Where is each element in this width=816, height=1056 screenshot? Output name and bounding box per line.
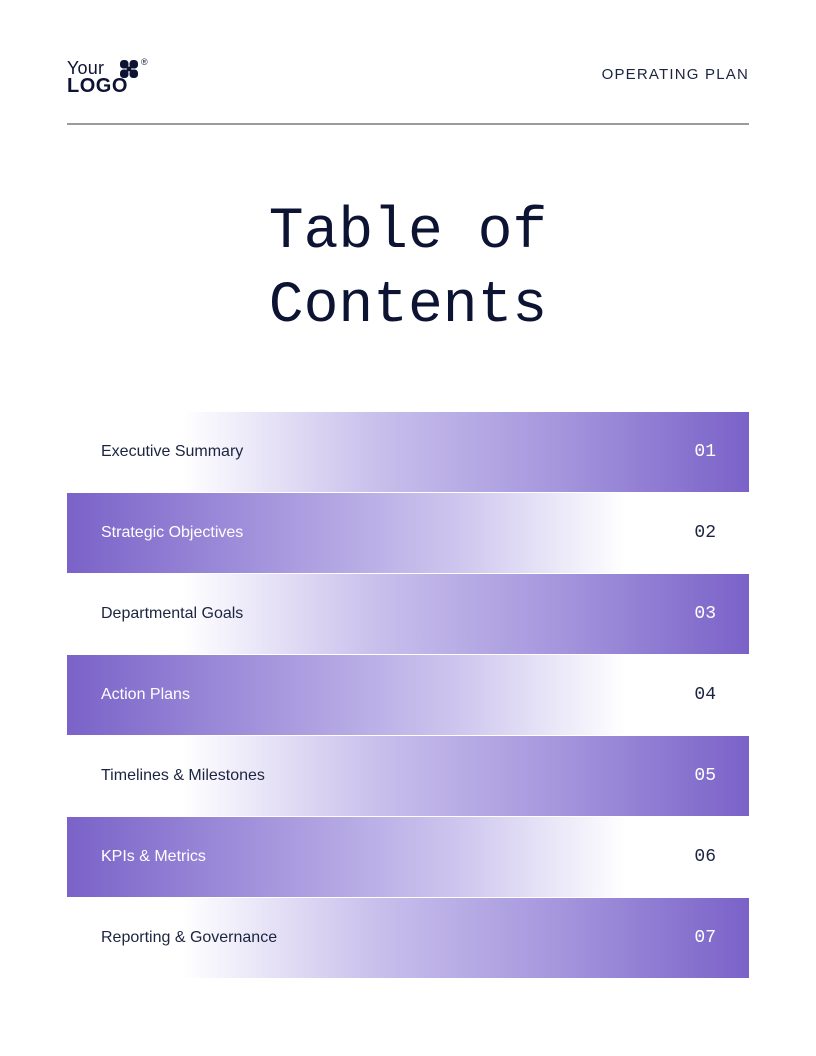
page-title: Table of Contents (0, 196, 816, 344)
toc-item-timelines-milestones[interactable]: Timelines & Milestones 05 (67, 736, 749, 816)
logo-text-your: Your (67, 58, 105, 78)
toc-item-reporting-governance[interactable]: Reporting & Governance 07 (67, 898, 749, 978)
logo-text-logo: LOGO (67, 75, 128, 97)
toc-item-label: Departmental Goals (101, 605, 244, 622)
toc-item-label: Executive Summary (101, 443, 244, 460)
toc-item-number: 07 (694, 928, 716, 948)
toc-item-label: KPIs & Metrics (101, 848, 206, 865)
toc-item-label: Strategic Objectives (101, 524, 244, 541)
toc-item-number: 04 (694, 685, 716, 705)
toc-item-number: 03 (694, 604, 716, 624)
company-logo: Your ® LOGO (67, 57, 157, 98)
toc-item-label: Reporting & Governance (101, 929, 278, 946)
toc-item-kpis-metrics[interactable]: KPIs & Metrics 06 (67, 817, 749, 897)
document-type-label: OPERATING PLAN (601, 66, 749, 83)
toc-item-strategic-objectives[interactable]: Strategic Objectives 02 (67, 493, 749, 573)
page-header: Your ® LOGO OPERATING PLAN (67, 57, 749, 98)
toc-item-number: 02 (694, 523, 716, 543)
toc-item-number: 06 (694, 847, 716, 867)
toc-item-executive-summary[interactable]: Executive Summary 01 (67, 412, 749, 492)
toc-item-number: 05 (694, 766, 716, 786)
quatrefoil-logo-icon (120, 60, 138, 78)
registered-mark: ® (141, 57, 148, 67)
toc-item-departmental-goals[interactable]: Departmental Goals 03 (67, 574, 749, 654)
header-divider (67, 123, 749, 125)
toc-item-label: Timelines & Milestones (101, 767, 265, 784)
page-title-line1: Table of (268, 200, 548, 265)
table-of-contents: Executive Summary 01 Strategic Objective… (67, 412, 749, 979)
toc-item-number: 01 (694, 442, 716, 462)
toc-item-label: Action Plans (101, 686, 190, 703)
page-title-line2: Contents (268, 274, 548, 339)
toc-item-action-plans[interactable]: Action Plans 04 (67, 655, 749, 735)
